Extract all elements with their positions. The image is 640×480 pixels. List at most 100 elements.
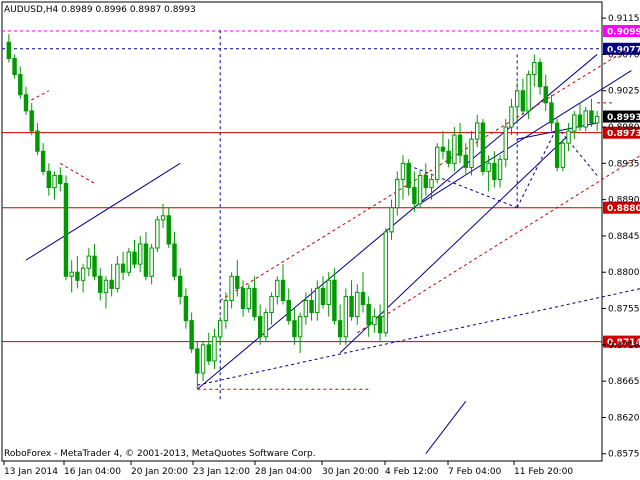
candle xyxy=(229,272,234,309)
candle-body xyxy=(320,287,326,306)
candle xyxy=(92,244,97,281)
candle-body xyxy=(389,207,394,233)
candle xyxy=(497,155,503,188)
candle-body xyxy=(549,102,554,124)
candle-body xyxy=(395,178,400,209)
candle xyxy=(223,292,229,329)
candle xyxy=(80,264,86,293)
candle xyxy=(40,143,46,176)
candle xyxy=(200,340,206,382)
y-axis: 0.91150.90700.90250.89800.89350.88900.88… xyxy=(602,14,640,460)
candle-body xyxy=(514,90,520,108)
price-badge: 0.8993 xyxy=(603,110,640,123)
candle-body xyxy=(235,275,240,289)
candle xyxy=(389,199,394,240)
candle xyxy=(263,308,269,341)
candle-body xyxy=(520,90,526,112)
candle xyxy=(217,316,223,345)
candle xyxy=(177,268,183,305)
candle xyxy=(309,288,314,321)
candle-body xyxy=(257,316,263,338)
candle xyxy=(560,139,566,172)
candle xyxy=(115,256,120,293)
candle xyxy=(189,312,194,353)
candle-body xyxy=(435,146,440,180)
x-tick-label: 28 Jan 04:00 xyxy=(255,467,312,477)
candle xyxy=(120,252,126,281)
candle-body xyxy=(240,287,246,310)
candle-body xyxy=(189,320,194,350)
candle xyxy=(257,304,263,345)
candle xyxy=(520,78,526,115)
candle xyxy=(172,231,177,281)
candle xyxy=(343,288,349,345)
candle-body xyxy=(446,150,451,164)
y-tick-label: 0.8935 xyxy=(608,159,640,169)
candle-body xyxy=(315,287,320,314)
candle xyxy=(554,118,560,172)
candle xyxy=(252,276,257,321)
candle-body xyxy=(269,295,274,314)
candle xyxy=(486,155,491,192)
candle xyxy=(372,308,377,333)
candle-body xyxy=(343,295,349,338)
trendline xyxy=(60,162,95,184)
candle xyxy=(138,235,143,273)
candle-body xyxy=(177,275,183,297)
trendline xyxy=(402,162,518,209)
candle-body xyxy=(223,299,229,322)
price-badge: 0.8880 xyxy=(603,201,640,214)
candle-body xyxy=(120,263,126,273)
candle-body xyxy=(360,291,366,306)
candle-body xyxy=(280,279,286,301)
candle-body xyxy=(12,57,17,76)
y-tick-label: 0.9070 xyxy=(608,50,640,60)
candle-body xyxy=(457,134,463,156)
candle xyxy=(12,54,17,79)
candle-body xyxy=(35,130,40,152)
candle-body xyxy=(463,154,468,168)
candle-body xyxy=(69,271,74,277)
plot-frame xyxy=(1,1,603,462)
candle xyxy=(594,110,600,132)
candle xyxy=(337,304,343,345)
candle-body xyxy=(417,174,423,205)
candle xyxy=(469,131,474,176)
price-badge: 0.8973 xyxy=(603,126,640,139)
candle xyxy=(406,159,411,196)
candle-body xyxy=(566,130,571,144)
candle-body xyxy=(172,243,177,277)
candle-body xyxy=(474,122,480,140)
candle xyxy=(435,143,440,184)
price-badge-bg xyxy=(603,110,640,123)
candle xyxy=(360,272,366,313)
candle xyxy=(514,82,520,124)
candle xyxy=(589,98,594,128)
candle xyxy=(297,312,303,353)
candle xyxy=(549,94,554,132)
candle-body xyxy=(372,316,377,326)
candle xyxy=(6,34,12,63)
candle xyxy=(292,308,297,345)
candle xyxy=(143,231,149,281)
candle xyxy=(543,74,548,111)
y-tick-label: 0.8620 xyxy=(608,413,640,423)
price-badge-label: 0.9077 xyxy=(607,45,640,55)
y-tick-label: 0.8755 xyxy=(608,305,640,315)
candle-body xyxy=(63,183,69,277)
candle xyxy=(429,175,434,200)
candle-body xyxy=(217,320,223,338)
y-tick-label: 0.8980 xyxy=(608,123,640,133)
x-tick-label: 11 Feb 20:00 xyxy=(514,467,573,477)
candle-body xyxy=(126,251,132,273)
candle-body xyxy=(543,86,548,104)
candle-body xyxy=(509,106,514,128)
price-badge-label: 0.8973 xyxy=(607,129,640,139)
candle-body xyxy=(115,263,120,289)
candle xyxy=(23,86,29,115)
y-tick-label: 0.8890 xyxy=(608,196,640,206)
y-tick-label: 0.8710 xyxy=(608,341,640,351)
candle xyxy=(69,260,74,293)
